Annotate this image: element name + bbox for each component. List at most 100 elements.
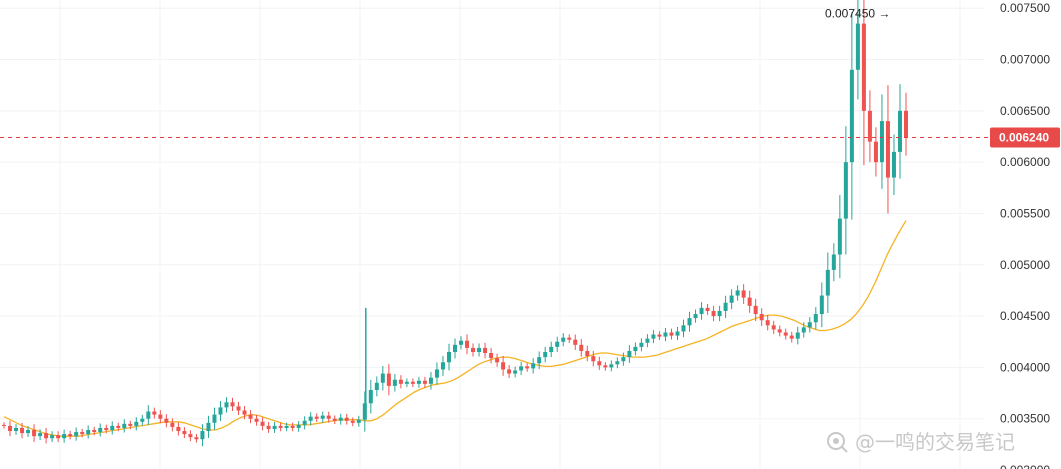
candle-body (266, 425, 271, 429)
candle-body (410, 381, 415, 384)
candle-body (813, 314, 818, 323)
candle-body (471, 347, 476, 353)
candle-body (867, 110, 872, 142)
candle-body (537, 357, 542, 364)
candle-body (645, 338, 650, 343)
y-tick-label: 0.007000 (1000, 53, 1050, 67)
candle-body (837, 218, 842, 255)
candle-body (573, 339, 578, 345)
candle-body (711, 310, 716, 317)
candle-body (849, 69, 854, 163)
candle-body (140, 418, 145, 422)
candle-body (561, 337, 566, 342)
candle-body (296, 424, 301, 428)
candle-body (669, 332, 674, 336)
candles (2, 0, 908, 447)
candle-body (489, 353, 494, 359)
candle-body (567, 337, 572, 340)
candle-body (585, 350, 590, 357)
candle-body (783, 332, 788, 336)
candle-body (338, 417, 343, 421)
candle-body (693, 314, 698, 319)
candle-body (188, 434, 193, 438)
candle-body (428, 377, 433, 384)
candle-body (723, 302, 728, 311)
y-tick-label: 0.004500 (1000, 309, 1050, 323)
candle-body (152, 411, 157, 415)
candle-body (446, 352, 451, 363)
candle-body (344, 417, 349, 421)
grid (0, 0, 985, 469)
candle-body (260, 421, 265, 426)
candle-body (759, 314, 764, 321)
candle-body (675, 331, 680, 336)
candle-body (290, 425, 295, 428)
candle-body (308, 416, 313, 421)
candle-body (729, 295, 734, 303)
candle-body (104, 427, 109, 431)
candle-body (32, 430, 37, 437)
candle-body (350, 420, 355, 423)
candle-body (609, 364, 614, 368)
candle-body (224, 402, 229, 408)
candle-body (110, 425, 115, 431)
candle-body (26, 430, 31, 434)
candle-body (591, 356, 596, 362)
candle-body (597, 361, 602, 366)
candle-body (453, 344, 457, 353)
candle-body (657, 334, 662, 337)
candle-body (158, 414, 163, 419)
candle-body (465, 340, 470, 348)
candle-body (819, 295, 824, 315)
candle-body (513, 370, 518, 374)
candle-body (2, 424, 6, 426)
candle-body (284, 425, 289, 428)
candle-body (543, 352, 548, 358)
candle-body (236, 406, 241, 411)
candle-body (663, 332, 668, 337)
candle-body (549, 346, 554, 353)
candle-body (44, 433, 49, 439)
candle-body (831, 254, 836, 270)
candle-body (765, 320, 770, 326)
candle-body (302, 420, 307, 425)
y-tick-label: 0.003500 (1000, 412, 1050, 426)
candle-body (873, 141, 878, 163)
y-tick-label: 0.007500 (1000, 1, 1050, 15)
candle-body (212, 414, 217, 423)
watermark-text: @一鸣的交易笔记 (855, 430, 1015, 454)
candle-body (320, 415, 325, 419)
candle-body (795, 332, 800, 339)
y-tick-label: 0.005500 (1000, 206, 1050, 220)
y-tick-label: 0.003000 (1000, 463, 1050, 469)
candle-body (440, 362, 445, 370)
candle-body (404, 381, 409, 384)
candle-body (314, 416, 319, 419)
high-marker-label: 0.007450 → (825, 6, 890, 20)
candle-body (825, 269, 830, 296)
candle-body (639, 342, 644, 347)
candle-body (194, 437, 199, 440)
candle-body (897, 110, 902, 152)
candle-body (477, 347, 482, 353)
candle-body (386, 373, 391, 386)
y-tick-label: 0.006000 (1000, 155, 1050, 169)
candle-body (651, 334, 656, 339)
candle-body (170, 422, 175, 427)
candle-body (507, 369, 512, 374)
candle-body (248, 414, 253, 419)
candle-body (74, 432, 79, 437)
y-tick-label: 0.006500 (1000, 104, 1050, 118)
current-price-value: 0.006240 (999, 131, 1049, 145)
candle-body (519, 366, 524, 371)
candle-body (242, 410, 247, 415)
y-tick-label: 0.004000 (1000, 360, 1050, 374)
candle-body (362, 403, 367, 420)
candle-body (422, 380, 427, 384)
candle-body (68, 434, 73, 437)
candle-body (717, 310, 722, 317)
candle-body (603, 365, 608, 368)
candle-body (20, 427, 25, 434)
candle-body (392, 379, 397, 386)
